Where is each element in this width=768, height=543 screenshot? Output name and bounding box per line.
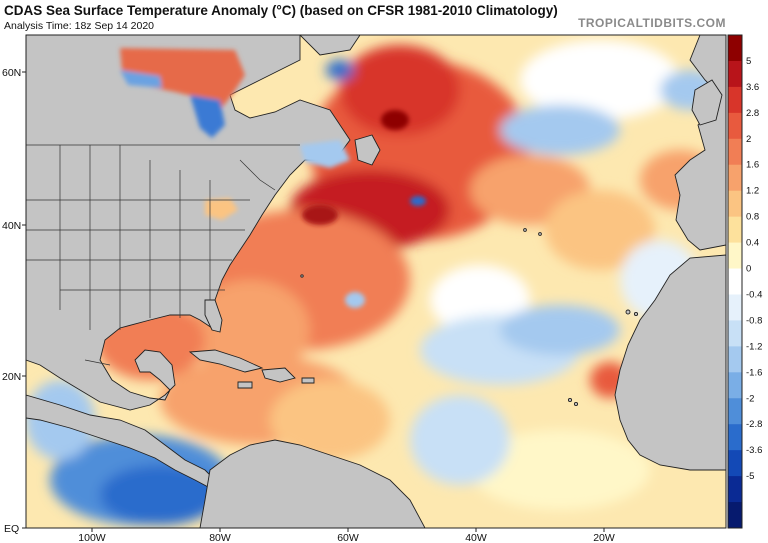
colorbar-label: 2.8 xyxy=(746,108,759,119)
colorbar-swatch xyxy=(728,372,742,399)
colorbar-label: 1.6 xyxy=(746,160,759,171)
lon-label-60w: 60W xyxy=(337,532,359,543)
colorbar-swatch xyxy=(728,294,742,321)
brand-watermark: TROPICALTIDBITS.COM xyxy=(578,16,726,30)
colorbar-label: -2.8 xyxy=(746,419,762,430)
colorbar-label: 3.6 xyxy=(746,82,759,93)
great-lakes xyxy=(205,198,238,220)
lat-labels: 60N 40N 20N EQ xyxy=(2,67,21,535)
colorbar-swatch xyxy=(728,112,742,140)
hispaniola xyxy=(261,367,296,383)
lon-label-80w: 80W xyxy=(209,532,231,543)
colorbar-label: 1.2 xyxy=(746,186,759,197)
colorbar-swatch xyxy=(728,450,742,477)
colorbar-label: -0.4 xyxy=(746,289,762,300)
colorbar-swatch xyxy=(728,398,742,425)
colorbar-swatch xyxy=(728,216,742,244)
analysis-time: Analysis Time: 18z Sep 14 2020 xyxy=(4,20,155,32)
africa xyxy=(614,254,726,471)
colorbar-swatch xyxy=(728,138,742,166)
north-america xyxy=(26,35,351,411)
colorbar-label: 5 xyxy=(746,56,751,67)
cuba xyxy=(188,349,264,373)
lon-label-20w: 20W xyxy=(593,532,615,543)
colorbar-label: 0 xyxy=(746,264,751,275)
colorbar-swatch xyxy=(728,164,742,192)
political-borders xyxy=(26,144,300,366)
colorbar-label: -1.2 xyxy=(746,341,762,352)
colorbar-swatch xyxy=(728,242,742,270)
colorbar-label: 2 xyxy=(746,134,751,145)
colorbar-label: -1.6 xyxy=(746,367,762,378)
colorbar-swatch xyxy=(728,268,742,295)
europe xyxy=(674,35,726,251)
colorbar-swatch xyxy=(728,60,742,88)
gulf-of-st-lawrence xyxy=(300,140,350,168)
colorbar-swatch xyxy=(728,424,742,451)
lon-label-100w: 100W xyxy=(78,532,106,543)
british-isles xyxy=(691,79,723,126)
newfoundland xyxy=(354,134,381,166)
colorbar-label: 0.4 xyxy=(746,238,759,249)
lon-labels: 100W 80W 60W 40W 20W xyxy=(78,532,615,543)
inland-waters xyxy=(120,48,350,220)
colorbar-swatch xyxy=(728,346,742,373)
colorbar-label: -5 xyxy=(746,471,754,482)
canadian-arctic xyxy=(299,35,361,56)
land xyxy=(26,35,726,528)
colorbar: 5 3.6 2.8 2 1.6 1.2 0.8 0.4 0 -0.4 -0.8 -1.2 -1.6 -2 -… xyxy=(727,34,762,529)
colorbar-label: -2 xyxy=(746,393,754,404)
lat-ticks xyxy=(22,71,26,529)
lat-label-eq: EQ xyxy=(4,523,19,535)
colorbar-label: -3.6 xyxy=(746,445,762,456)
map-frame xyxy=(25,34,727,529)
map-panel xyxy=(26,35,726,528)
anomaly-detail xyxy=(302,110,426,308)
colorbar-swatch xyxy=(728,476,742,503)
colorbar-frame xyxy=(727,34,743,529)
colorbar-swatch xyxy=(728,320,742,347)
colorbar-label: 0.8 xyxy=(746,212,759,223)
colorbar-swatch xyxy=(728,190,742,218)
colorbar-label: -0.8 xyxy=(746,315,762,326)
colorbar-swatch xyxy=(728,502,742,529)
map-title: CDAS Sea Surface Temperature Anomaly (°C… xyxy=(4,3,558,18)
lon-ticks xyxy=(91,528,605,532)
lat-label-60n: 60N xyxy=(2,67,21,79)
jamaica xyxy=(237,381,253,389)
puerto-rico xyxy=(301,377,315,384)
colorbar-swatch xyxy=(728,35,742,62)
south-america xyxy=(199,439,426,528)
lat-label-20n: 20N xyxy=(2,371,21,383)
florida xyxy=(204,299,223,333)
lon-label-40w: 40W xyxy=(465,532,487,543)
colorbar-swatch xyxy=(728,86,742,114)
lat-label-40n: 40N xyxy=(2,220,21,232)
